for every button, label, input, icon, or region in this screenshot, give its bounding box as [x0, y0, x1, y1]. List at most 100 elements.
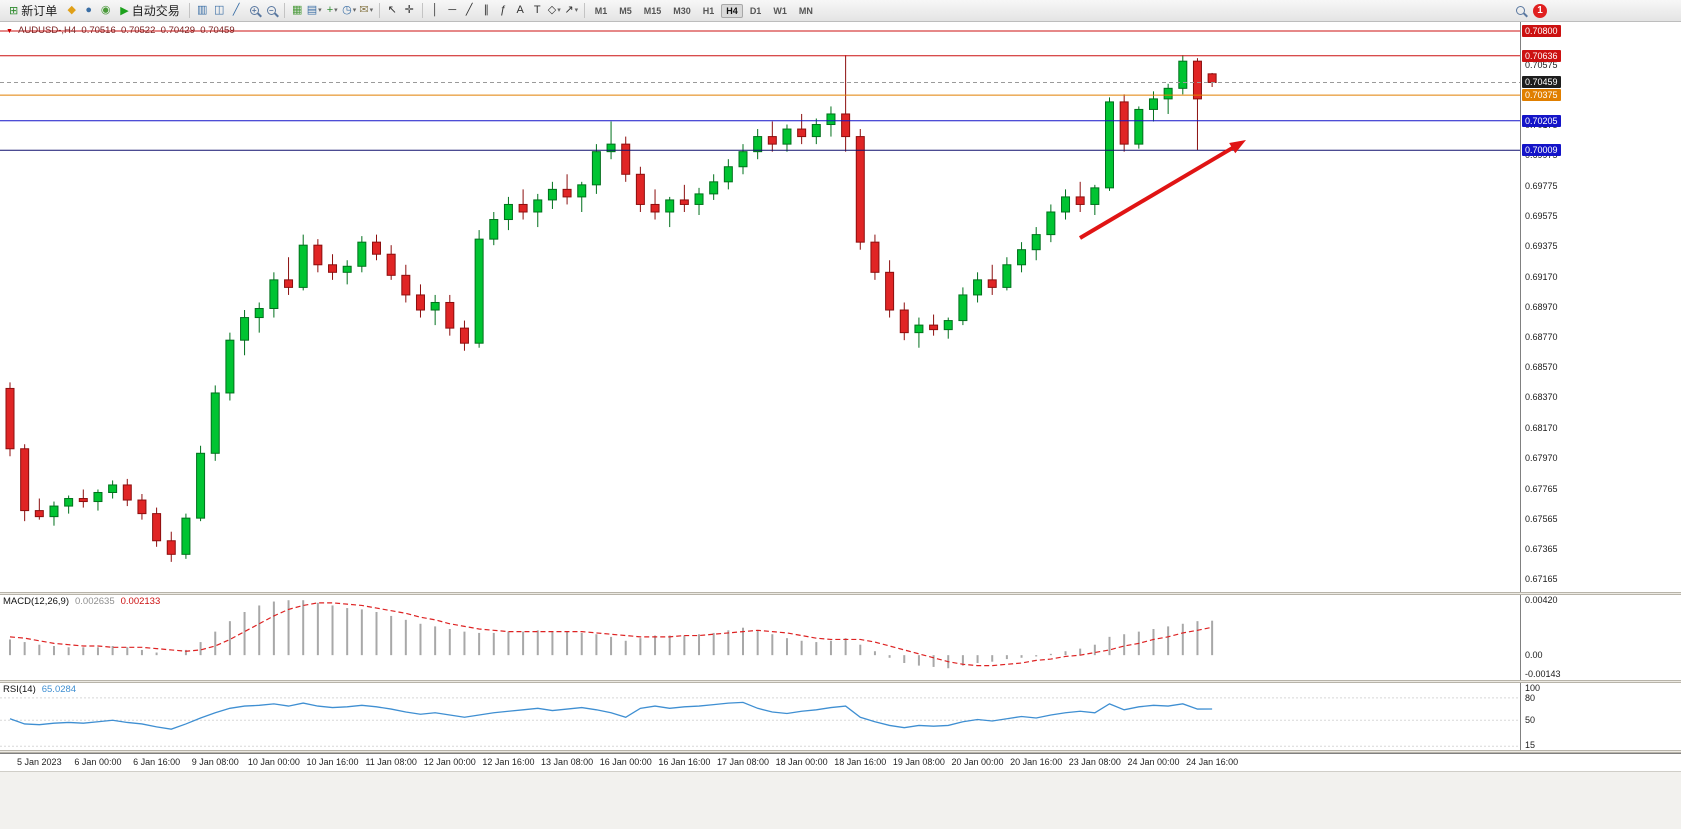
time-label: 13 Jan 08:00 [541, 757, 594, 767]
timeframe-M30[interactable]: M30 [673, 5, 691, 16]
price-badge-0.70636: 0.70636 [1522, 49, 1561, 62]
candle [5, 387, 15, 450]
candle [518, 203, 528, 213]
candle [474, 238, 484, 344]
arrows-icon[interactable]: ↗ ▾ [564, 4, 579, 16]
macd-axis[interactable]: 0.00420 0.00 -0.00143 [1520, 595, 1681, 680]
price-axis[interactable]: 0.705750.701750.699750.697750.695750.693… [1520, 22, 1681, 592]
macd-main-value: 0.002635 [75, 596, 115, 607]
price-tick: 0.70575 [1525, 59, 1558, 70]
zoom-out-icon[interactable]: − [263, 2, 280, 19]
timeframe-H1[interactable]: H1 [702, 5, 715, 16]
autotrading-button[interactable]: ▶ 自动交易 [115, 2, 184, 20]
bar-chart-icon[interactable]: ▥ [197, 4, 208, 16]
autotrading-label: 自动交易 [131, 4, 180, 18]
time-label: 5 Jan 2023 [17, 757, 62, 767]
candle [93, 491, 103, 503]
rsi-axis[interactable]: 100 80 50 15 [1520, 683, 1681, 750]
new-order-button[interactable]: ⊞ 新订单 [4, 2, 62, 20]
candle [240, 317, 250, 341]
candle [269, 279, 279, 310]
candle [958, 294, 968, 322]
candle [738, 151, 748, 168]
candle [430, 301, 440, 311]
candle [1075, 196, 1085, 205]
candle [342, 265, 352, 273]
macd-histogram [9, 600, 1214, 669]
vertical-line-icon[interactable]: │ [431, 4, 439, 16]
shapes-icon[interactable]: ◇ ▾ [547, 4, 561, 16]
search-icon[interactable] [1512, 2, 1529, 19]
candle [621, 143, 631, 175]
new-order-icon: ⊞ [9, 5, 19, 17]
arrange-windows-icon[interactable]: ▤ ▾ [306, 4, 322, 16]
timeframe-W1[interactable]: W1 [773, 5, 787, 16]
period-clock-icon[interactable]: ◷ ▾ [342, 4, 357, 16]
toolbar: ⊞ 新订单 ◆ ● ◉ ▶ 自动交易 ▥ ◫ ╱ + − ▦ ▤ ▾ + ▾ ◷ ▾ ✉ ▾ ↖ ✛ │ ─… [0, 0, 1681, 22]
panel-splitter[interactable] [0, 680, 1681, 683]
macd-tick: 0.00 [1525, 650, 1543, 661]
timeframe-M15[interactable]: M15 [643, 5, 662, 16]
rsi-tick: 80 [1525, 692, 1536, 703]
candle [665, 199, 675, 213]
symbol-label: AUDUSD-,H4 [18, 25, 77, 36]
profile-icon[interactable]: ● [85, 4, 93, 16]
main-chart-panel: ▼ AUDUSD-,H4 0.70516 0.70522 0.70429 0.7… [0, 22, 1681, 592]
candle [445, 301, 455, 329]
panel-splitter[interactable] [0, 592, 1681, 595]
candle [811, 124, 821, 138]
crosshair-icon[interactable]: ✛ [404, 4, 414, 16]
zoom-in-icon[interactable]: + [246, 2, 263, 19]
channel-icon[interactable]: ∥ [483, 4, 489, 16]
candle [885, 271, 895, 311]
timeframe-D1[interactable]: D1 [749, 5, 762, 16]
time-label: 17 Jan 08:00 [716, 757, 770, 767]
candle [782, 128, 792, 145]
rsi-tick: 50 [1525, 715, 1536, 726]
timeframe-M1[interactable]: M1 [594, 5, 608, 16]
fibonacci-icon[interactable]: ƒ [500, 4, 507, 16]
candle [137, 499, 147, 515]
new-chart-icon[interactable]: + ▾ [326, 4, 338, 16]
macd-panel: MACD(12,26,9) 0.002635 0.002133 0.00420 0.0… [0, 595, 1681, 680]
support-icon[interactable]: ◉ [100, 4, 111, 16]
trend-arrow[interactable] [1078, 140, 1246, 240]
price-tick: 0.67765 [1525, 483, 1558, 494]
ohlc-high: 0.70522 [121, 25, 156, 36]
macd-signal-value: 0.002133 [120, 596, 161, 607]
toolbar-separator [421, 3, 423, 18]
macd-plot[interactable] [0, 595, 1520, 680]
cursor-icon[interactable]: ↖ [387, 4, 397, 16]
candle [841, 113, 851, 138]
candles-layer [5, 55, 1217, 562]
panel-splitter[interactable] [0, 750, 1681, 753]
main-chart-plot[interactable] [0, 22, 1520, 592]
rsi-plot[interactable] [0, 683, 1520, 750]
timeframe-M5[interactable]: M5 [619, 5, 632, 16]
time-label: 19 Jan 08:00 [892, 757, 945, 767]
time-label: 9 Jan 08:00 [191, 757, 239, 767]
mql-market-icon[interactable]: ◆ [67, 4, 76, 16]
price-tick: 0.68570 [1525, 362, 1558, 373]
time-label: 11 Jan 08:00 [365, 757, 417, 767]
horizontal-line-icon[interactable]: ─ [448, 4, 457, 16]
time-label: 10 Jan 00:00 [247, 757, 300, 767]
candle [78, 498, 88, 503]
time-label: 18 Jan 16:00 [834, 757, 887, 767]
timeframe-MN[interactable]: MN [798, 5, 813, 16]
macd-label: MACD(12,26,9) 0.002635 0.002133 [3, 596, 161, 607]
price-tick: 0.68770 [1525, 332, 1558, 343]
templates-icon[interactable]: ✉ ▾ [359, 4, 374, 16]
text-icon[interactable]: A [516, 4, 524, 16]
line-chart-icon[interactable]: ╱ [232, 4, 240, 16]
notification-badge[interactable]: 1 [1533, 3, 1547, 18]
tile-windows-icon[interactable]: ▦ [292, 4, 303, 16]
time-axis[interactable]: 5 Jan 2023 6 Jan 00:00 6 Jan 16:00 9 Jan 08… [0, 753, 1681, 771]
candle [357, 241, 367, 267]
label-icon[interactable]: T [533, 4, 541, 16]
timeframe-H4[interactable]: H4 [721, 3, 743, 18]
candle [562, 188, 572, 198]
trendline-icon[interactable]: ╱ [465, 4, 473, 16]
candlestick-chart-icon[interactable]: ◫ [214, 4, 225, 16]
time-label: 24 Jan 00:00 [1127, 757, 1180, 767]
